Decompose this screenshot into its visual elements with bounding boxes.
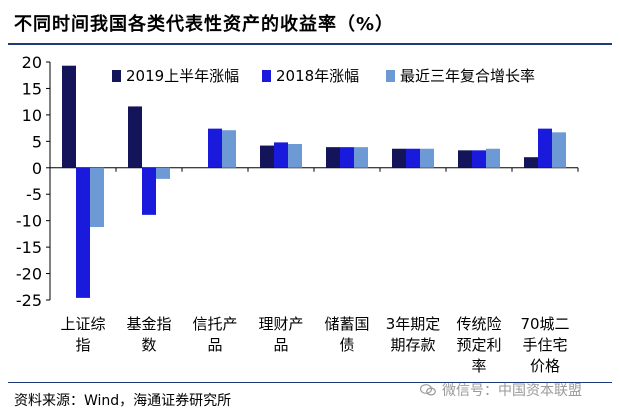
chart-title: 不同时间我国各类代表性资产的收益率（%） <box>14 14 395 35</box>
legend-label-3: 最近三年复合增长率 <box>400 67 535 85</box>
x-category-label: 债 <box>339 336 354 354</box>
bar-3-8 <box>552 132 566 168</box>
x-category-label: 率 <box>471 357 486 375</box>
x-category-label: 期存款 <box>390 336 435 354</box>
bar-1-7 <box>458 150 472 168</box>
y-tick-label: 20 <box>22 53 42 72</box>
bar-2-3 <box>208 128 222 168</box>
y-tick-label: 0 <box>32 159 42 178</box>
x-category-label: 预定利 <box>456 336 501 354</box>
bar-2-6 <box>406 148 420 168</box>
bar-1-2 <box>128 106 142 168</box>
bar-3-2 <box>156 167 170 179</box>
legend-swatch-1 <box>112 70 121 82</box>
x-category-label: 理财产 <box>258 315 303 333</box>
x-category-label: 手住宅 <box>522 336 567 354</box>
watermark-text: 微信号：中国资本联盟 <box>442 383 582 399</box>
source-note: 资料来源：Wind，海通证券研究所 <box>14 393 232 409</box>
y-tick-label: -20 <box>16 265 42 284</box>
bar-2-8 <box>538 128 552 168</box>
legend-label-2: 2018年涨幅 <box>276 67 359 85</box>
x-category-label: 储蓄国 <box>324 315 369 333</box>
legend-swatch-3 <box>386 70 395 82</box>
legend-label-1: 2019上半年涨幅 <box>126 67 239 85</box>
x-category-label: 价格 <box>530 357 560 375</box>
x-category-label: 品 <box>207 336 222 354</box>
y-tick-label: -15 <box>16 238 42 257</box>
x-category-label: 数 <box>141 336 156 354</box>
bar-2-1 <box>76 167 90 298</box>
watermark: 微信号：中国资本联盟 <box>420 380 582 400</box>
wechat-icon <box>420 384 436 396</box>
y-tick-label: -25 <box>16 291 42 310</box>
bar-2-2 <box>142 167 156 215</box>
x-category-label: 70城二 <box>520 315 569 333</box>
legend-swatch-2 <box>262 70 271 82</box>
bar-1-8 <box>524 157 538 168</box>
bar-2-7 <box>472 150 486 168</box>
x-category-label: 传统险 <box>456 315 501 333</box>
y-tick-label: 5 <box>32 132 42 151</box>
bar-1-5 <box>326 147 340 168</box>
footer-divider <box>8 382 612 383</box>
x-category-label: 指 <box>75 336 90 354</box>
y-tick-label: 10 <box>22 106 42 125</box>
title-divider <box>8 43 612 45</box>
bar-3-7 <box>486 148 500 168</box>
bar-1-4 <box>260 145 274 168</box>
bar-2-4 <box>274 142 288 168</box>
bar-1-6 <box>392 148 406 168</box>
bar-3-5 <box>354 147 368 168</box>
y-tick-label: 15 <box>22 79 42 98</box>
y-tick-label: -5 <box>26 185 42 204</box>
bar-3-6 <box>420 148 434 168</box>
bar-3-1 <box>90 167 104 228</box>
bar-3-4 <box>288 143 302 168</box>
x-category-label: 基金指 <box>126 315 171 333</box>
bar-1-1 <box>62 65 76 168</box>
bar-3-3 <box>222 130 236 168</box>
x-category-label: 上证综 <box>60 315 105 333</box>
y-tick-label: -10 <box>16 212 42 231</box>
x-category-label: 品 <box>273 336 288 354</box>
x-category-label: 3年期定 <box>386 315 441 333</box>
bar-2-5 <box>340 147 354 168</box>
x-category-label: 信托产 <box>192 315 237 333</box>
